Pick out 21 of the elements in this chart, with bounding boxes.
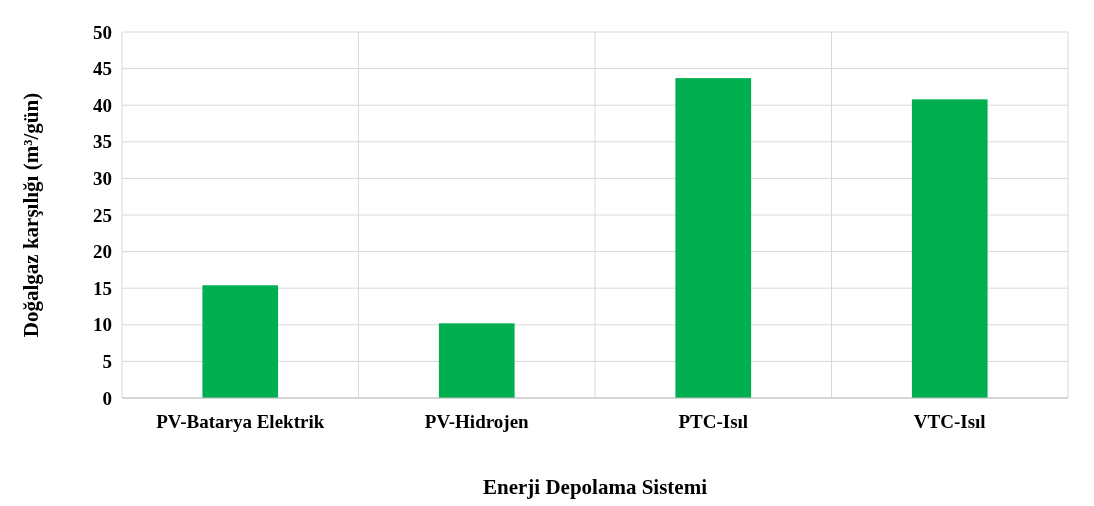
y-tick-label: 5 — [102, 351, 112, 373]
y-tick-label: 40 — [93, 94, 112, 116]
y-axis-title: Doğalgaz karşılığı (m³/gün) — [19, 92, 43, 338]
y-tick-label: 45 — [93, 58, 112, 80]
y-tick-label: 30 — [93, 168, 112, 190]
bar — [675, 78, 752, 398]
y-tick-label: 20 — [93, 241, 112, 263]
y-tick-label: 25 — [93, 204, 112, 226]
x-tick-label: PV-Batarya Elektrik — [156, 411, 325, 432]
x-tick-label: VTC-Isıl — [913, 411, 986, 432]
y-tick-label: 35 — [93, 131, 112, 153]
y-tick-label: 10 — [93, 314, 112, 336]
bar — [438, 323, 515, 398]
bar — [911, 99, 988, 398]
y-tick-label: 50 — [93, 21, 112, 43]
y-tick-label: 15 — [93, 277, 112, 299]
bar — [202, 285, 279, 398]
y-tick-label: 0 — [102, 387, 112, 409]
x-tick-label: PTC-Isıl — [678, 411, 749, 432]
x-tick-label: PV-Hidrojen — [424, 411, 530, 432]
x-axis-title: Enerji Depolama Sistemi — [483, 475, 708, 499]
